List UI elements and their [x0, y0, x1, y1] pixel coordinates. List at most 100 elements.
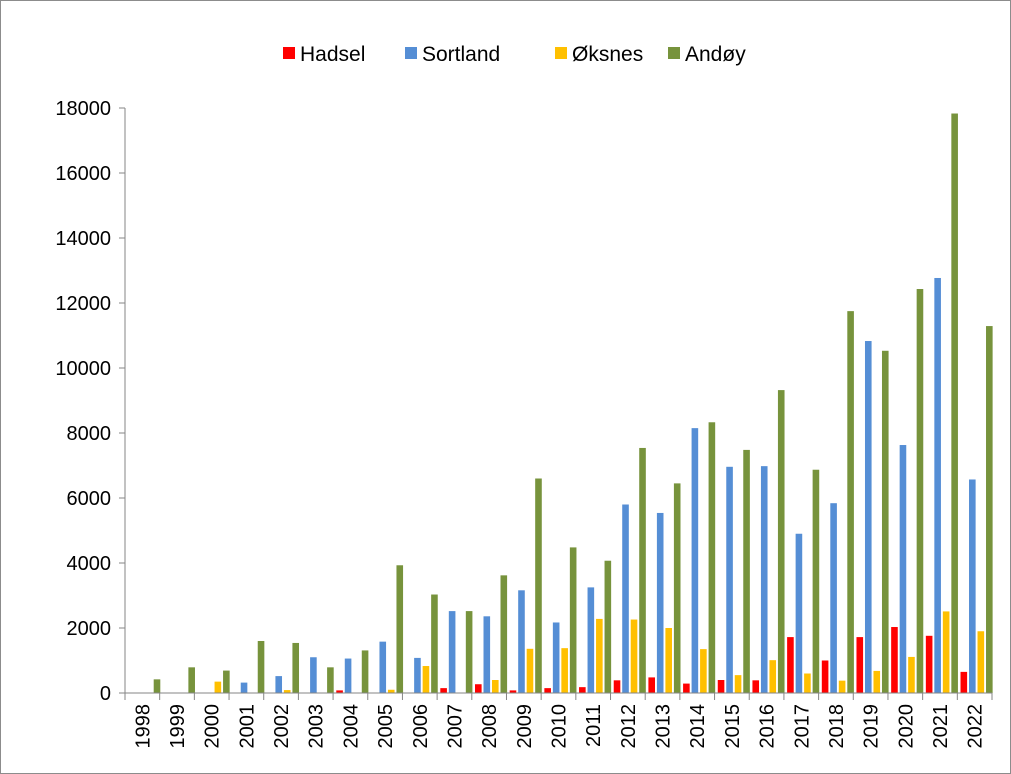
x-tick-label: 2021 [930, 704, 952, 749]
y-tick-label: 8000 [67, 423, 112, 445]
x-tick-label: 2013 [653, 704, 675, 749]
bar [760, 466, 768, 693]
legend-item-sortland: Sortland [405, 43, 500, 66]
bar [656, 512, 664, 693]
bar [683, 683, 690, 693]
legend-item-andøy: Andøy [668, 43, 746, 66]
bar [552, 622, 560, 693]
bar [622, 504, 629, 693]
series-andøy [153, 113, 993, 694]
bar [153, 679, 161, 693]
bar [769, 660, 777, 693]
bar [977, 631, 985, 693]
x-tick-label: 2008 [479, 704, 501, 749]
bar [639, 447, 646, 693]
legend-swatch [668, 47, 680, 59]
y-tick-label: 10000 [55, 358, 111, 380]
x-tick-label: 2006 [410, 704, 432, 749]
bar [500, 575, 508, 693]
bar [535, 478, 542, 693]
bar [214, 681, 222, 694]
y-tick-label: 16000 [55, 163, 111, 185]
bar [422, 666, 430, 693]
x-tick-label: 2019 [861, 704, 883, 749]
x-tick-label: 2001 [236, 704, 258, 749]
bar [891, 627, 898, 693]
bar [596, 618, 603, 693]
bar [396, 565, 404, 693]
legend-item-øksnes: Øksnes [555, 43, 643, 66]
series-øksnes [214, 611, 985, 694]
bar [579, 687, 586, 693]
bar [777, 390, 785, 693]
bar [344, 658, 352, 693]
bar [483, 616, 491, 693]
bar [942, 611, 950, 693]
bar [795, 533, 803, 693]
series-sortland [240, 277, 976, 694]
bar [665, 628, 672, 693]
bar [881, 350, 889, 693]
legend-swatch [555, 47, 567, 59]
bar [613, 680, 621, 693]
x-tick-label: 2014 [687, 704, 709, 749]
x-tick-label: 2009 [514, 704, 536, 749]
bar [812, 469, 820, 693]
bar [240, 682, 248, 693]
legend: Hadsel Sortland Øksnes Andøy [283, 43, 746, 66]
legend-label: Hadsel [300, 43, 365, 66]
x-tick-label: 2005 [375, 704, 397, 749]
bar [544, 688, 551, 694]
bar [414, 657, 421, 693]
y-axis: 0 2000 4000 6000 8000 10000 12000 14000 16000 180… [55, 98, 126, 705]
bar [310, 657, 317, 693]
bar [873, 670, 881, 693]
bar [292, 642, 300, 693]
bar [830, 503, 837, 693]
x-axis: 1998 1999 2000 2001 2002 2003 2004 2005 2006 2007… [124, 692, 993, 749]
bar [838, 680, 846, 693]
bar [925, 635, 933, 693]
bar [717, 680, 725, 693]
bar [951, 113, 958, 693]
x-tick-label: 2015 [722, 704, 744, 749]
x-tick-label: 2002 [271, 704, 293, 749]
y-tick-label: 2000 [67, 618, 112, 640]
x-tick-label: 2016 [757, 704, 779, 749]
legend-item-hadsel: Hadsel [283, 43, 365, 66]
bar [864, 341, 872, 693]
legend-label: Øksnes [572, 43, 643, 66]
bar [708, 422, 716, 693]
bar [752, 680, 760, 693]
bar [630, 619, 638, 693]
y-tick-label: 0 [100, 683, 111, 705]
x-tick-label: 1999 [167, 704, 189, 749]
x-tick-label: 2012 [618, 704, 640, 749]
bar [787, 637, 794, 693]
x-tick-label: 2004 [340, 704, 362, 749]
x-tick-label: 2020 [895, 704, 917, 749]
legend-label: Andøy [685, 43, 746, 66]
bar [431, 594, 438, 693]
bar [908, 656, 915, 693]
bar [387, 689, 395, 693]
legend-label: Sortland [422, 43, 500, 66]
series-hadsel [336, 627, 968, 694]
bar [691, 428, 699, 694]
bar [465, 611, 473, 693]
legend-swatch [405, 47, 417, 59]
bar [361, 650, 369, 693]
x-tick-label: 1998 [132, 704, 154, 749]
legend-swatch [283, 47, 295, 59]
x-tick-label: 2010 [549, 704, 571, 749]
bar [856, 637, 864, 693]
bar [847, 311, 854, 694]
bar [188, 667, 195, 693]
bar [673, 483, 681, 694]
bar [327, 667, 334, 693]
bar [336, 690, 343, 693]
bar [569, 547, 577, 693]
y-tick-label: 14000 [55, 228, 111, 250]
bar [561, 648, 568, 693]
